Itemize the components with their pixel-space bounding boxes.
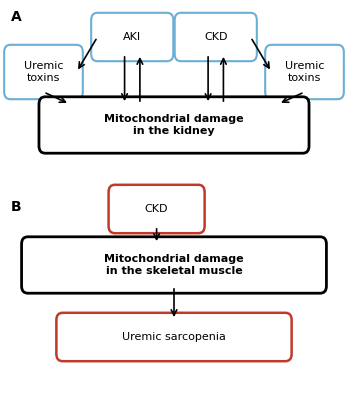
FancyBboxPatch shape (109, 185, 205, 233)
Text: B: B (10, 200, 21, 214)
Text: AKI: AKI (123, 32, 141, 42)
FancyBboxPatch shape (4, 45, 83, 99)
Text: A: A (10, 10, 21, 24)
FancyBboxPatch shape (56, 313, 292, 361)
FancyBboxPatch shape (22, 237, 326, 293)
Text: Uremic sarcopenia: Uremic sarcopenia (122, 332, 226, 342)
FancyBboxPatch shape (91, 13, 173, 61)
FancyBboxPatch shape (175, 13, 257, 61)
Text: CKD: CKD (204, 32, 228, 42)
Text: CKD: CKD (145, 204, 168, 214)
Text: Uremic
toxins: Uremic toxins (24, 61, 63, 83)
Text: Uremic
toxins: Uremic toxins (285, 61, 324, 83)
FancyBboxPatch shape (39, 97, 309, 153)
Text: Mitochondrial damage
in the skeletal muscle: Mitochondrial damage in the skeletal mus… (104, 254, 244, 276)
FancyBboxPatch shape (265, 45, 344, 99)
Text: Mitochondrial damage
in the kidney: Mitochondrial damage in the kidney (104, 114, 244, 136)
